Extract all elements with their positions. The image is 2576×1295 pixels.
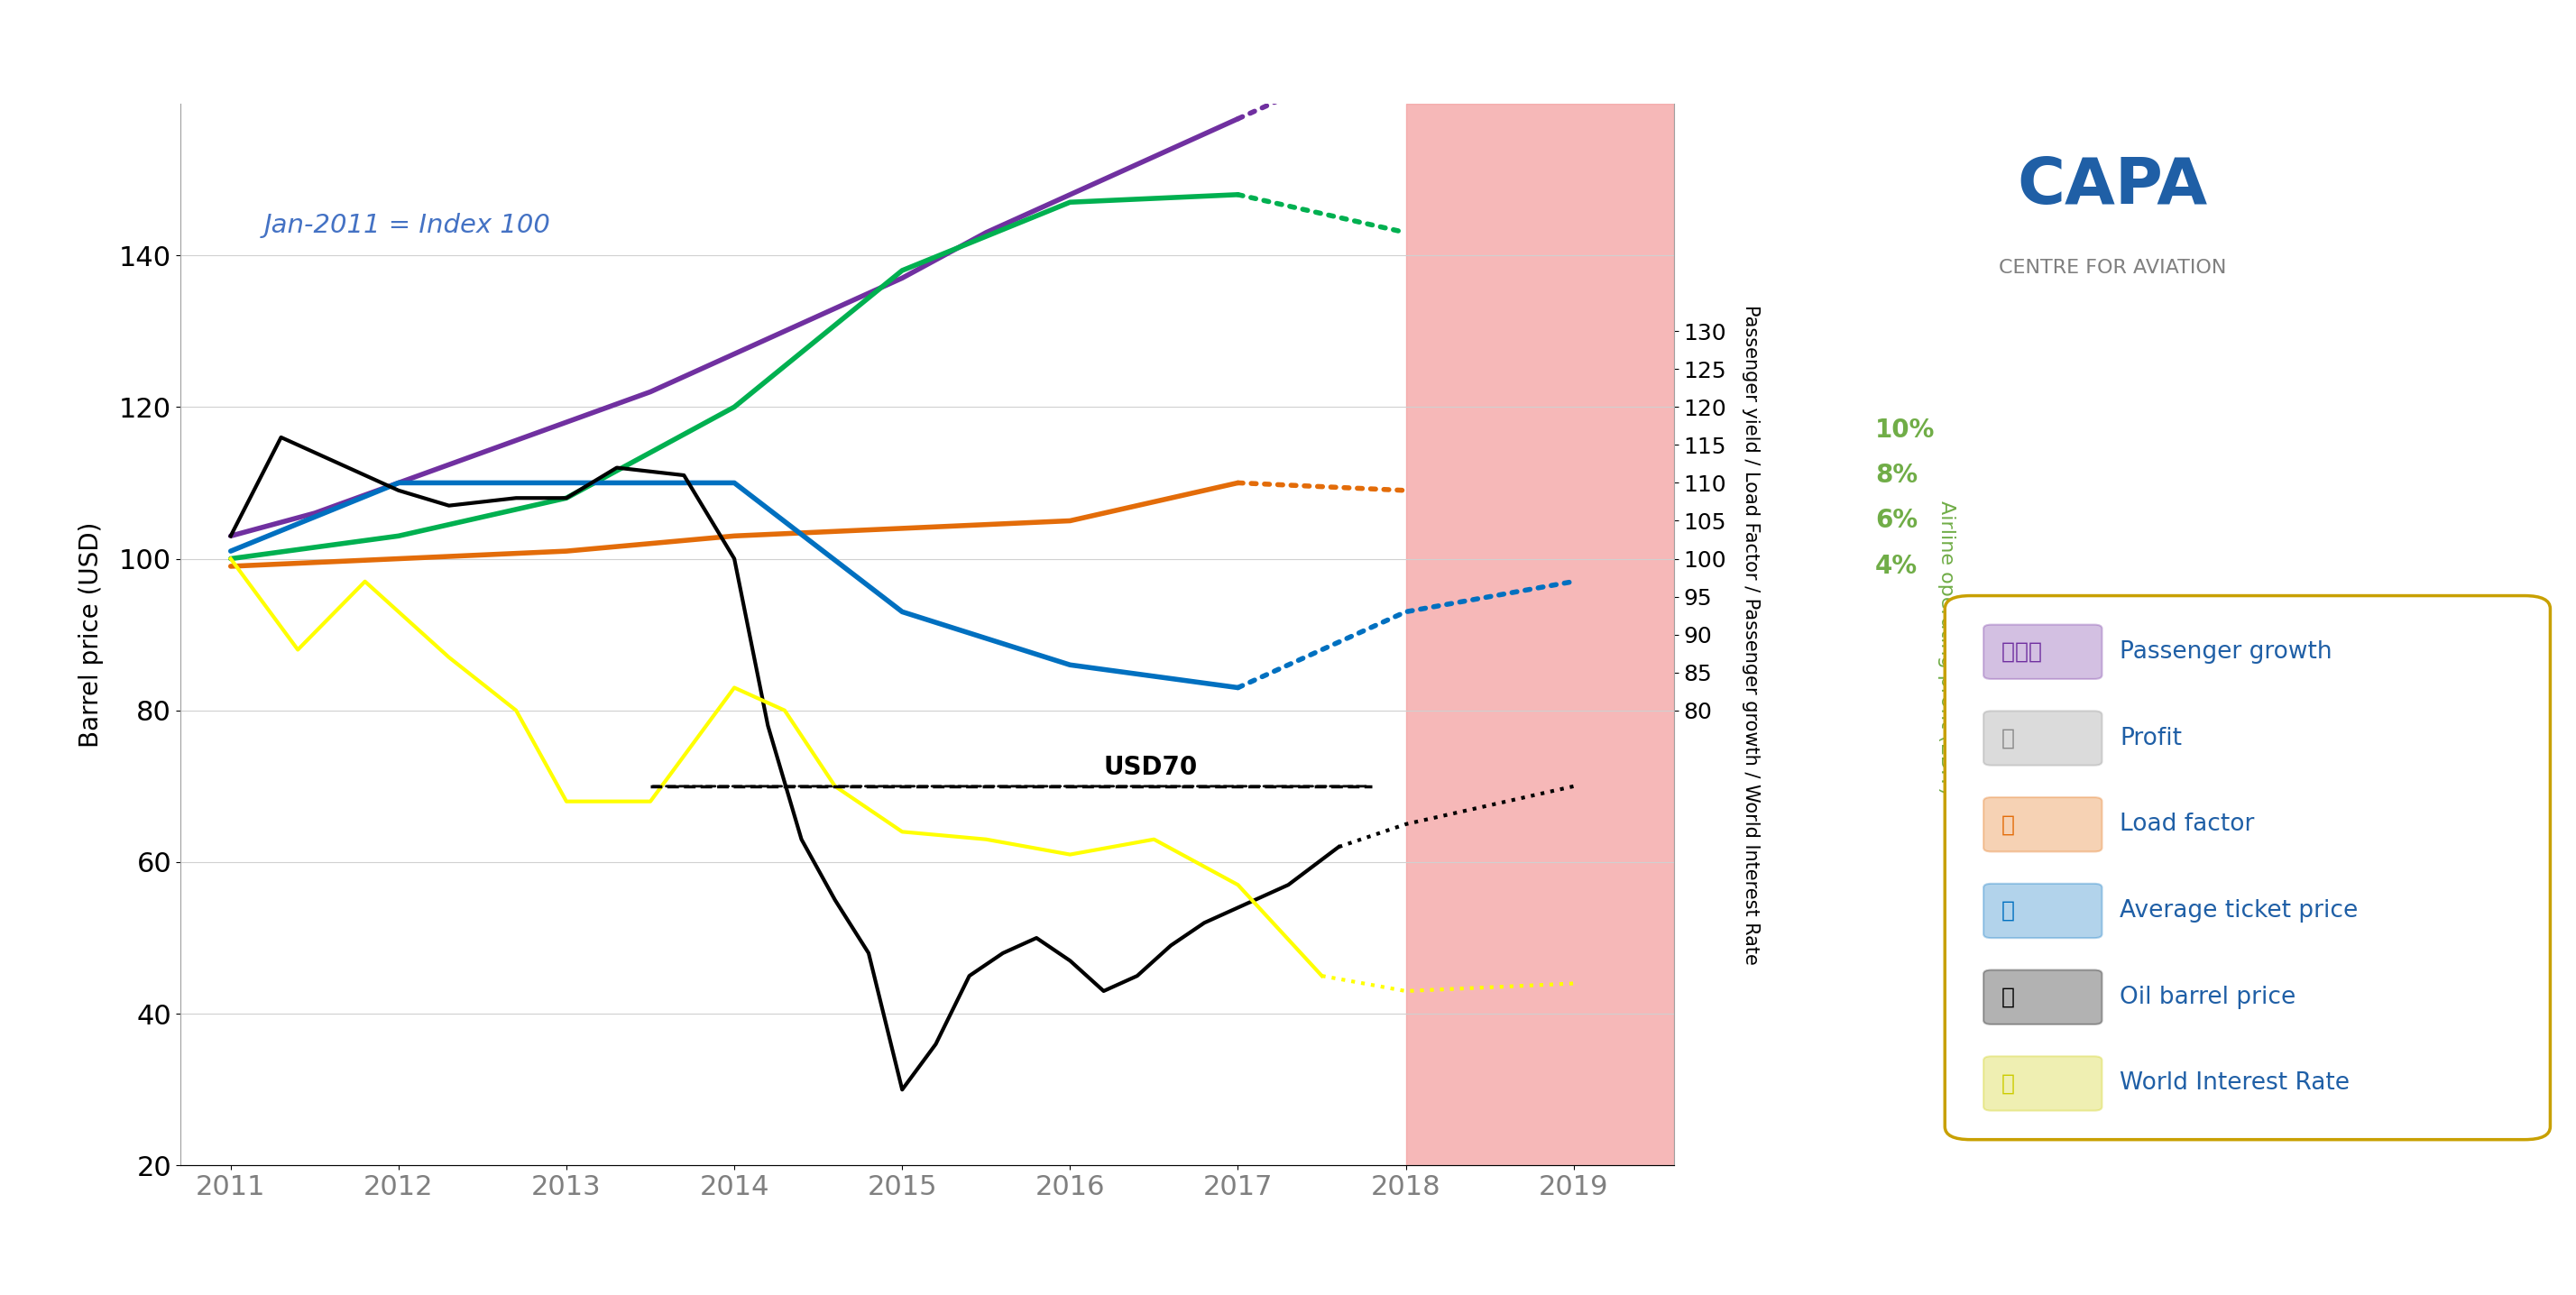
Text: 💳: 💳: [2002, 1072, 2014, 1094]
Text: USD70: USD70: [1103, 755, 1198, 781]
Text: Jan-2011 = Index 100: Jan-2011 = Index 100: [265, 212, 551, 238]
Text: Profit: Profit: [2120, 726, 2182, 750]
Text: 👨‍👩‍👧: 👨‍👩‍👧: [2002, 641, 2043, 663]
Text: 6%: 6%: [1875, 508, 1919, 534]
Y-axis label: Barrel price (USD): Barrel price (USD): [80, 522, 103, 747]
Text: 4%: 4%: [1875, 554, 1919, 579]
Text: Passenger growth: Passenger growth: [2120, 640, 2334, 663]
Text: Average ticket price: Average ticket price: [2120, 899, 2360, 922]
Text: Load factor: Load factor: [2120, 813, 2254, 837]
Text: 💵: 💵: [2002, 728, 2014, 749]
Text: 8%: 8%: [1875, 462, 1919, 488]
Text: 👥: 👥: [2002, 813, 2014, 835]
Text: 🎫: 🎫: [2002, 900, 2014, 922]
Text: CENTRE FOR AVIATION: CENTRE FOR AVIATION: [1999, 259, 2226, 277]
Text: 🛢: 🛢: [2002, 987, 2014, 1008]
Text: World Interest Rate: World Interest Rate: [2120, 1072, 2349, 1096]
Text: Airline operating profit (EBIT): Airline operating profit (EBIT): [1937, 500, 1955, 795]
Y-axis label: Passenger yield / Load Factor / Passenger growth / World Interest Rate: Passenger yield / Load Factor / Passenge…: [1741, 304, 1759, 965]
Text: CAPA: CAPA: [2017, 155, 2208, 218]
Text: Oil barrel price: Oil barrel price: [2120, 985, 2295, 1009]
Bar: [1406, 104, 1674, 1166]
Text: 10%: 10%: [1875, 417, 1935, 443]
